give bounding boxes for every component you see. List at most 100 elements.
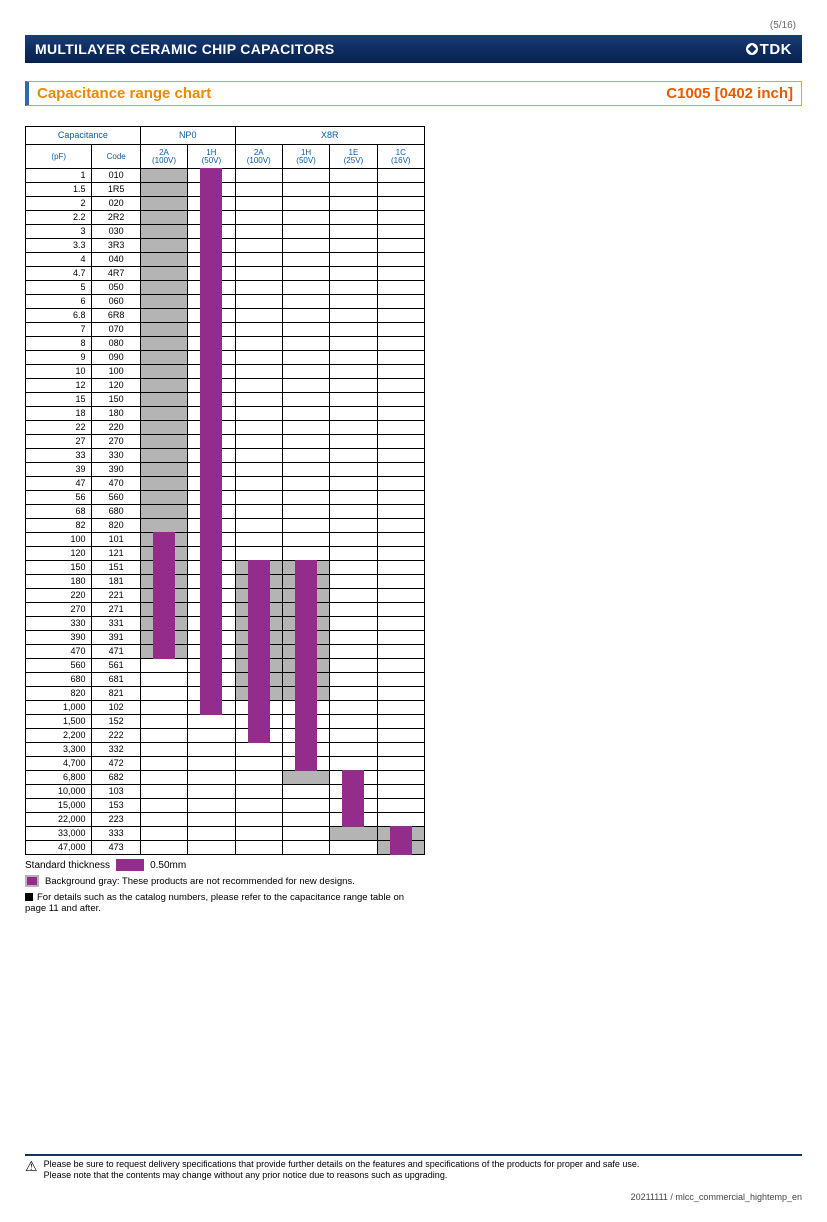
cell-pf: 150 <box>26 561 92 575</box>
cell-range <box>330 841 377 855</box>
col-sub: 1H (50V) <box>282 145 329 169</box>
cell-range <box>140 169 187 183</box>
table-row: 12120 <box>26 379 425 393</box>
cell-range <box>140 435 187 449</box>
cell-range <box>235 463 282 477</box>
cell-pf: 8 <box>26 337 92 351</box>
range-bar <box>200 518 222 533</box>
range-bar <box>153 588 175 603</box>
cell-range <box>188 701 235 715</box>
cell-code: 473 <box>92 841 140 855</box>
cell-range <box>235 813 282 827</box>
range-bar <box>153 644 175 659</box>
cell-range <box>330 715 377 729</box>
cell-range <box>377 533 424 547</box>
range-bar <box>200 266 222 281</box>
cell-range <box>330 547 377 561</box>
table-row: 82820 <box>26 519 425 533</box>
cell-range <box>140 505 187 519</box>
cell-range <box>235 393 282 407</box>
cell-range <box>140 323 187 337</box>
cell-range <box>235 603 282 617</box>
cell-code: 102 <box>92 701 140 715</box>
cell-range <box>282 505 329 519</box>
cell-range <box>140 421 187 435</box>
cell-pf: 270 <box>26 603 92 617</box>
range-bar <box>200 532 222 547</box>
cell-range <box>330 323 377 337</box>
cell-pf: 22 <box>26 421 92 435</box>
cell-pf: 47,000 <box>26 841 92 855</box>
cell-pf: 4.7 <box>26 267 92 281</box>
cell-pf: 120 <box>26 547 92 561</box>
cell-range <box>140 477 187 491</box>
cell-range <box>235 407 282 421</box>
range-bar <box>200 406 222 421</box>
cell-pf: 4 <box>26 253 92 267</box>
cell-range <box>377 267 424 281</box>
range-bar <box>200 616 222 631</box>
cell-range <box>377 701 424 715</box>
cell-code: 150 <box>92 393 140 407</box>
cell-range <box>377 813 424 827</box>
cell-range <box>188 169 235 183</box>
cell-range <box>282 659 329 673</box>
range-bar <box>248 574 270 589</box>
cell-range <box>330 463 377 477</box>
cell-range <box>330 351 377 365</box>
cell-pf: 4,700 <box>26 757 92 771</box>
cell-range <box>282 491 329 505</box>
cell-pf: 2.2 <box>26 211 92 225</box>
cell-pf: 9 <box>26 351 92 365</box>
cell-range <box>282 197 329 211</box>
cell-code: 331 <box>92 617 140 631</box>
table-row: 820821 <box>26 687 425 701</box>
cell-range <box>188 673 235 687</box>
cell-code: 472 <box>92 757 140 771</box>
cell-range <box>330 701 377 715</box>
cell-pf: 6 <box>26 295 92 309</box>
cell-range <box>140 533 187 547</box>
table-row: 22,000223 <box>26 813 425 827</box>
range-bar <box>342 784 364 799</box>
cell-range <box>188 253 235 267</box>
range-bar <box>153 546 175 561</box>
cell-range <box>140 617 187 631</box>
cell-range <box>235 239 282 253</box>
cell-range <box>282 701 329 715</box>
range-bar <box>248 658 270 673</box>
cell-range <box>235 183 282 197</box>
legend-gray: Background gray: These products are not … <box>25 875 425 887</box>
cell-code: 030 <box>92 225 140 239</box>
cell-code: 010 <box>92 169 140 183</box>
cell-range <box>140 547 187 561</box>
cell-range <box>235 757 282 771</box>
cell-range <box>282 729 329 743</box>
cell-range <box>330 505 377 519</box>
cell-pf: 2 <box>26 197 92 211</box>
cell-range <box>140 449 187 463</box>
table-row: 6060 <box>26 295 425 309</box>
cell-range <box>235 743 282 757</box>
cell-range <box>188 771 235 785</box>
range-bar <box>200 490 222 505</box>
cell-pf: 470 <box>26 645 92 659</box>
cell-range <box>235 267 282 281</box>
cell-code: 090 <box>92 351 140 365</box>
cell-range <box>377 225 424 239</box>
cell-range <box>188 547 235 561</box>
cell-range <box>282 253 329 267</box>
range-bar <box>295 574 317 589</box>
capacitance-range-table: CapacitanceNP0X8R(pF)Code2A (100V)1H (50… <box>25 126 425 855</box>
cell-range <box>330 267 377 281</box>
cell-range <box>235 575 282 589</box>
range-bar <box>295 672 317 687</box>
range-bar <box>200 182 222 197</box>
cell-range <box>235 547 282 561</box>
cell-range <box>377 645 424 659</box>
cell-pf: 47 <box>26 477 92 491</box>
cell-range <box>140 253 187 267</box>
cell-range <box>330 211 377 225</box>
table-row: 3.33R3 <box>26 239 425 253</box>
range-bar <box>153 630 175 645</box>
